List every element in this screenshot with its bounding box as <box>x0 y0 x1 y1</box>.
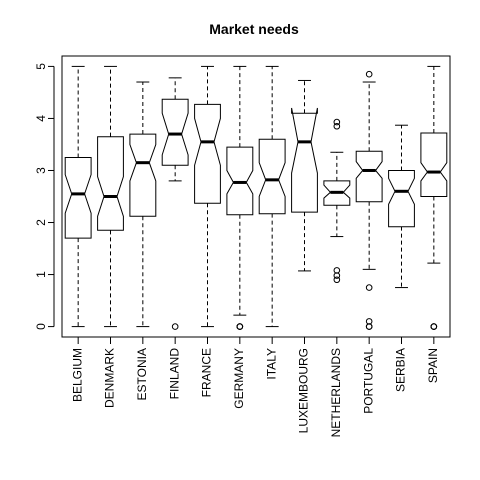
plot-frame <box>61 55 451 338</box>
x-category-label: DENMARK <box>103 348 117 408</box>
x-category-label: BELGIUM <box>70 348 84 402</box>
outlier-point <box>333 276 341 284</box>
box-france <box>194 65 221 328</box>
box-body <box>97 136 124 231</box>
box-body <box>129 133 157 217</box>
outlier-point <box>365 323 373 330</box>
box-luxembourg <box>291 79 318 272</box>
x-category-label: NETHERLANDS <box>329 348 343 437</box>
outlier-point <box>171 323 179 330</box>
box-serbia <box>388 124 415 289</box>
x-category-label: ESTONIA <box>135 348 149 400</box>
outlier-point <box>365 70 373 78</box>
box-body <box>226 146 254 216</box>
x-category-label: ITALY <box>264 348 278 380</box>
x-axis-labels: BELGIUM DENMARK ESTONIA FINLAND FRANCE GERMAN… <box>70 337 440 437</box>
outlier-point <box>430 323 438 330</box>
outlier-point <box>333 122 341 130</box>
y-axis: 0 1 2 3 4 5 <box>34 63 55 330</box>
box-body <box>64 157 92 239</box>
y-tick-label: 2 <box>34 219 48 226</box>
box-portugal <box>355 70 383 330</box>
x-category-label: GERMANY <box>232 348 246 409</box>
box-body <box>258 138 286 215</box>
box-body <box>194 103 221 204</box>
box-italy <box>258 65 286 328</box>
chart-title: Market needs <box>209 21 299 37</box>
box-spain <box>420 65 448 330</box>
box-body <box>323 180 351 206</box>
box-denmark <box>97 65 124 328</box>
x-category-label: FINLAND <box>167 348 181 400</box>
outlier-point <box>365 284 373 291</box>
x-category-label: SPAIN <box>426 348 440 383</box>
box-finland <box>161 77 189 330</box>
box-netherlands <box>323 118 351 284</box>
x-category-label: FRANCE <box>200 348 214 397</box>
outlier-point <box>236 323 244 330</box>
y-tick-label: 1 <box>34 271 48 278</box>
box-body <box>388 170 415 228</box>
outlier-point <box>333 272 341 279</box>
y-tick-label: 5 <box>34 63 48 70</box>
y-tick-label: 0 <box>34 323 48 330</box>
y-tick-label: 4 <box>34 115 48 122</box>
outlier-point <box>333 118 341 126</box>
x-category-label: PORTUGAL <box>361 348 375 414</box>
x-category-label: LUXEMBOURG <box>297 348 311 433</box>
x-category-label: SERBIA <box>394 348 408 392</box>
y-tick-label: 3 <box>34 167 48 174</box>
boxes-group <box>64 65 448 330</box>
box-body <box>355 150 383 203</box>
box-belgium <box>64 65 92 328</box>
box-body <box>420 132 448 197</box>
box-body <box>161 98 189 166</box>
box-body <box>291 107 318 213</box>
box-estonia <box>129 81 157 328</box>
box-germany <box>226 65 254 330</box>
